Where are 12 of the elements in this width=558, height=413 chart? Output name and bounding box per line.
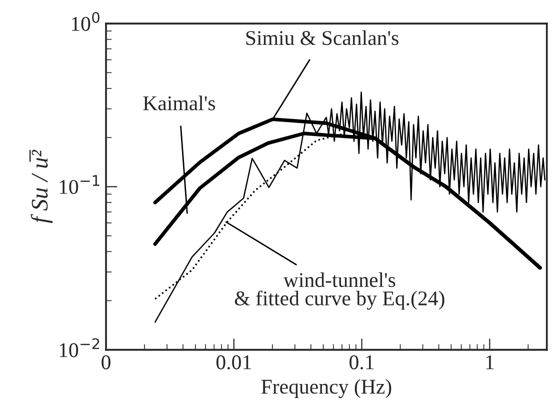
annotation: Kaimal's <box>143 96 216 110</box>
annotation: wind-tunnel's & fitted curve by Eq.(24) <box>234 272 444 310</box>
y-axis-title: f Su / u̅² <box>29 150 52 224</box>
x-tick-label: 0.01 <box>216 355 251 370</box>
x-tick-label: 0.1 <box>350 355 374 370</box>
y-tick-label: 10$^{−1}$ <box>60 175 100 194</box>
x-axis-title: Frequency (Hz) <box>261 379 392 398</box>
x-tick-label: 1 <box>486 355 494 370</box>
x-tick-label: 0 <box>102 355 110 370</box>
y-tick-label: 10$^{−2}$ <box>60 338 100 358</box>
annotation: Simiu & Scanlan's <box>246 30 398 46</box>
y-tick-label: 10$^{0}$ <box>72 12 100 31</box>
